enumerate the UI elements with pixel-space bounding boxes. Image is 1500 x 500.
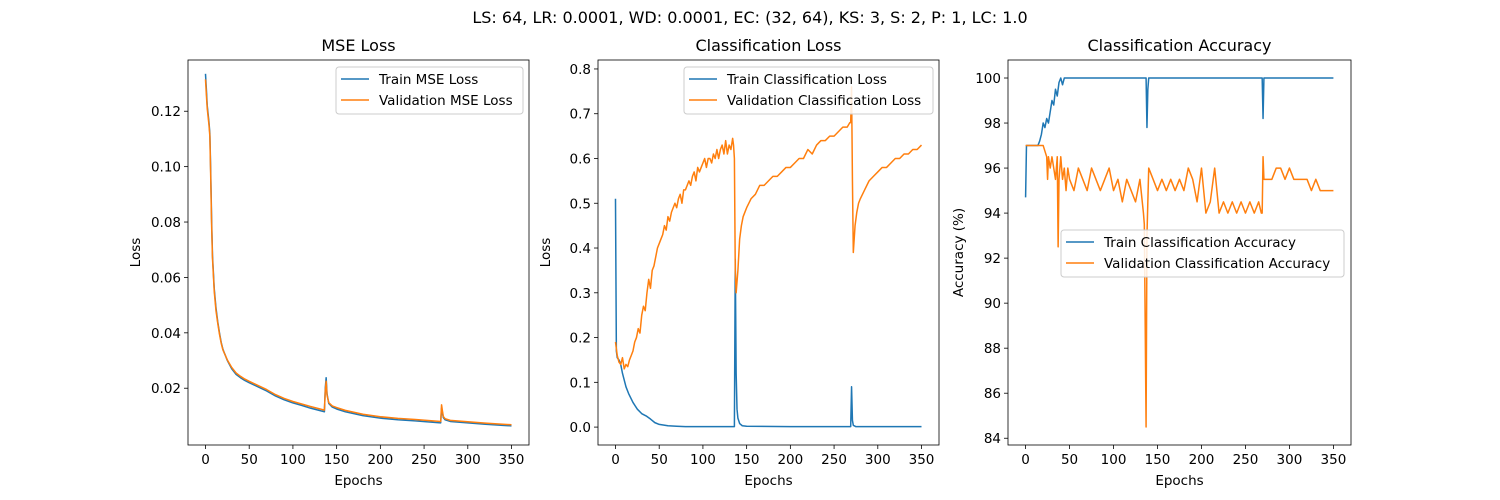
clsloss-x-tick-label: 350 — [909, 452, 935, 468]
clsacc-series-line-validation — [1025, 144, 1334, 428]
mse-legend-label-validation: Validation MSE Loss — [379, 93, 513, 109]
mse-y-tick-label: 0.06 — [151, 270, 181, 286]
mse-y-axis-label: Loss — [128, 238, 144, 268]
clsacc-y-tick-label: 94 — [984, 206, 1001, 222]
clsloss-x-tick-label: 0 — [611, 452, 620, 468]
clsacc-x-axis-label: Epochs — [1155, 473, 1203, 489]
clsacc-panel-title: Classification Accuracy — [1088, 36, 1272, 55]
clsacc-y-axis-label: Accuracy (%) — [951, 208, 967, 297]
mse-panel-title: MSE Loss — [321, 36, 395, 55]
clsacc-x-tick-label: 0 — [1021, 452, 1030, 468]
clsloss-series-line-train — [614, 198, 922, 428]
clsacc-y-tick-label: 98 — [984, 116, 1001, 132]
mse-y-tick-label: 0.10 — [151, 160, 181, 176]
clsacc-y-tick-label: 90 — [984, 296, 1001, 312]
clsacc-x-tick-label: 100 — [1101, 452, 1127, 468]
clsloss-x-tick-label: 150 — [734, 452, 760, 468]
clsloss-x-tick-label: 100 — [690, 452, 716, 468]
clsloss-x-tick-label: 50 — [651, 452, 668, 468]
clsloss-legend-box — [683, 66, 934, 115]
mse-x-axis-label: Epochs — [334, 473, 382, 489]
clsacc-x-tick-label: 300 — [1277, 452, 1303, 468]
mse-x-tick-label: 350 — [499, 452, 525, 468]
mse-y-tick-label: 0.12 — [151, 104, 181, 120]
clsacc-y-tick-label: 86 — [984, 386, 1001, 402]
clsacc-x-tick-label: 150 — [1145, 452, 1171, 468]
clsloss-x-axis-label: Epochs — [744, 473, 792, 489]
clsloss-y-tick-label: 0.6 — [570, 151, 591, 167]
clsacc-y-tick-label: 88 — [984, 341, 1001, 357]
clsacc-y-tick-label: 100 — [975, 71, 1001, 87]
clsacc-x-tick-label: 200 — [1189, 452, 1215, 468]
clsacc-y-tick-label: 92 — [984, 251, 1001, 267]
clsloss-y-tick-label: 0.3 — [570, 286, 591, 302]
mse-plot-area — [188, 60, 529, 445]
clsloss-legend-label-train: Train Classification Loss — [726, 72, 887, 88]
clsloss-axes-frame — [597, 59, 940, 446]
clsloss-y-tick-label: 0.4 — [570, 241, 591, 257]
mse-x-tick-label: 50 — [241, 452, 258, 468]
mse-x-tick-label: 100 — [280, 452, 306, 468]
mse-loss-panel: 0 50 100 150 200 250 300 350 0.02 0.04 0.06 0.08 0.1… — [128, 36, 530, 489]
clsloss-legend-label-validation: Validation Classification Loss — [727, 93, 921, 109]
mse-y-tick-label: 0.04 — [151, 326, 181, 342]
mse-x-tick-label: 200 — [367, 452, 393, 468]
clsacc-legend-box — [1060, 229, 1345, 278]
clsloss-y-tick-label: 0.2 — [570, 331, 591, 347]
clsloss-y-tick-label: 0.7 — [570, 107, 591, 123]
clsloss-panel-title: Classification Loss — [695, 36, 841, 55]
mse-x-tick-label: 250 — [411, 452, 437, 468]
mse-legend-label-train: Train MSE Loss — [378, 72, 478, 88]
clsacc-x-tick-label: 50 — [1061, 452, 1078, 468]
clsloss-y-tick-label: 0.5 — [570, 196, 591, 212]
clsacc-legend-label-validation: Validation Classification Accuracy — [1104, 256, 1330, 272]
clsloss-y-tick-label: 0.1 — [570, 375, 591, 391]
mse-legend-box — [335, 66, 524, 115]
classification-accuracy-panel: 0 50 100 150 200 250 300 350 84 86 88 90 92 94 96 98 100… — [951, 36, 1352, 489]
clsacc-legend-label-train: Train Classification Accuracy — [1103, 235, 1296, 251]
mse-x-tick-label: 150 — [324, 452, 350, 468]
clsacc-x-tick-label: 250 — [1233, 452, 1259, 468]
clsloss-x-tick-label: 200 — [777, 452, 803, 468]
clsloss-y-axis-label: Loss — [538, 238, 554, 268]
mse-x-tick-label: 0 — [201, 452, 210, 468]
clsloss-x-tick-label: 250 — [821, 452, 847, 468]
mse-axes-frame — [187, 59, 530, 446]
clsacc-axes-frame — [1007, 59, 1352, 446]
clsacc-x-tick-label: 350 — [1321, 452, 1347, 468]
figure-suptitle: LS: 64, LR: 0.0001, WD: 0.0001, EC: (32,… — [472, 8, 1027, 27]
mse-series-line-validation — [204, 79, 512, 426]
classification-loss-panel: 0 50 100 150 200 250 300 350 0.0 0.1 0.2 0.3 0.4 0.5 0… — [538, 36, 940, 489]
mse-y-tick-label: 0.02 — [151, 381, 181, 397]
clsloss-plot-area — [598, 60, 939, 445]
mse-y-tick-label: 0.08 — [151, 215, 181, 231]
mse-x-tick-label: 300 — [455, 452, 481, 468]
clsloss-x-tick-label: 300 — [865, 452, 891, 468]
clsloss-y-tick-label: 0.8 — [570, 62, 591, 78]
clsacc-y-tick-label: 84 — [984, 431, 1001, 447]
clsloss-y-tick-label: 0.0 — [570, 420, 591, 436]
clsacc-y-tick-label: 96 — [984, 161, 1001, 177]
